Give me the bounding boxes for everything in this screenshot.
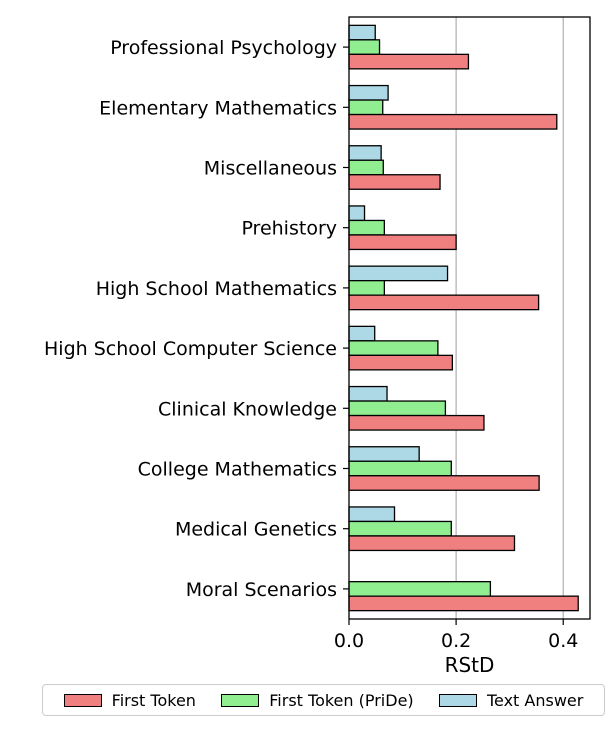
legend-swatch-first-token xyxy=(63,693,102,707)
legend: First Token First Token (PriDe) Text Ans… xyxy=(42,684,605,716)
bar-text-answer-elementary-mathematics xyxy=(348,84,389,101)
y-tick-label: Miscellaneous xyxy=(204,158,337,180)
bar-first-token-high-school-computer-science xyxy=(348,354,454,371)
y-tick-label: Professional Psychology xyxy=(110,37,337,59)
bar-first-token-pride-miscellaneous xyxy=(348,159,384,176)
bar-text-answer-college-mathematics xyxy=(348,446,420,462)
legend-swatch-first-token-pride xyxy=(221,693,260,707)
bar-first-token-miscellaneous xyxy=(348,174,441,190)
bar-first-token-clinical-knowledge xyxy=(348,414,485,431)
x-axis-title: RStD xyxy=(445,653,495,677)
bar-first-token-pride-medical-genetics xyxy=(348,520,452,537)
chart: Professional Psychology Elementary Mathem… xyxy=(44,16,591,677)
bar-text-answer-clinical-knowledge xyxy=(348,385,388,402)
bar-first-token-pride-elementary-mathematics xyxy=(348,99,384,116)
bar-first-token-high-school-mathematics xyxy=(348,294,540,311)
bar-first-token-elementary-mathematics xyxy=(348,113,558,130)
bar-first-token-pride-high-school-computer-science xyxy=(348,340,439,357)
legend-label-first-token-pride: First Token (PriDe) xyxy=(269,690,414,710)
legend-swatch-text-answer xyxy=(438,693,477,707)
bar-text-answer-high-school-computer-science xyxy=(348,325,376,342)
y-tick-label: High School Mathematics xyxy=(96,278,337,300)
y-tick-label: College Mathematics xyxy=(138,459,337,481)
bar-text-answer-professional-psychology xyxy=(348,24,376,41)
x-tick-label: 0.2 xyxy=(441,630,471,652)
bar-first-token-pride-college-mathematics xyxy=(348,460,452,477)
y-tick-label: Medical Genetics xyxy=(175,519,337,541)
legend-item-first-token: First Token xyxy=(63,690,196,710)
y-tick-label: Prehistory xyxy=(241,218,337,240)
bar-text-answer-high-school-mathematics xyxy=(348,265,449,282)
bar-text-answer-medical-genetics xyxy=(348,506,396,523)
x-tick-label: 0.0 xyxy=(334,630,364,652)
bar-first-token-pride-professional-psychology xyxy=(348,39,381,55)
bar-first-token-pride-high-school-mathematics xyxy=(348,279,385,296)
legend-item-first-token-pride: First Token (PriDe) xyxy=(221,690,414,710)
grid-lines xyxy=(455,17,564,619)
x-ticks: 0.0 0.2 0.4 xyxy=(334,619,578,652)
bar-first-token-pride-moral-scenarios xyxy=(348,581,492,597)
bar-first-token-medical-genetics xyxy=(348,535,516,552)
bar-first-token-pride-prehistory xyxy=(348,219,385,236)
bar-first-token-moral-scenarios xyxy=(348,595,579,612)
legend-label-first-token: First Token xyxy=(111,690,196,710)
bar-text-answer-prehistory xyxy=(348,205,366,222)
y-tick-label: Elementary Mathematics xyxy=(99,97,337,119)
bars xyxy=(348,24,579,612)
bar-first-token-college-mathematics xyxy=(348,475,540,491)
legend-item-text-answer: Text Answer xyxy=(438,690,584,710)
y-ticks: Professional Psychology Elementary Mathem… xyxy=(44,37,349,601)
y-tick-label: Clinical Knowledge xyxy=(158,398,337,420)
plot-frame xyxy=(348,16,591,620)
x-tick-label: 0.4 xyxy=(548,630,578,652)
bar-first-token-professional-psychology xyxy=(348,53,470,70)
bar-first-token-pride-clinical-knowledge xyxy=(348,400,447,417)
bar-first-token-prehistory xyxy=(348,234,457,251)
legend-label-text-answer: Text Answer xyxy=(486,690,584,710)
bar-text-answer-miscellaneous xyxy=(348,145,382,161)
y-tick-label: Moral Scenarios xyxy=(186,579,337,601)
y-tick-label: High School Computer Science xyxy=(44,338,337,360)
